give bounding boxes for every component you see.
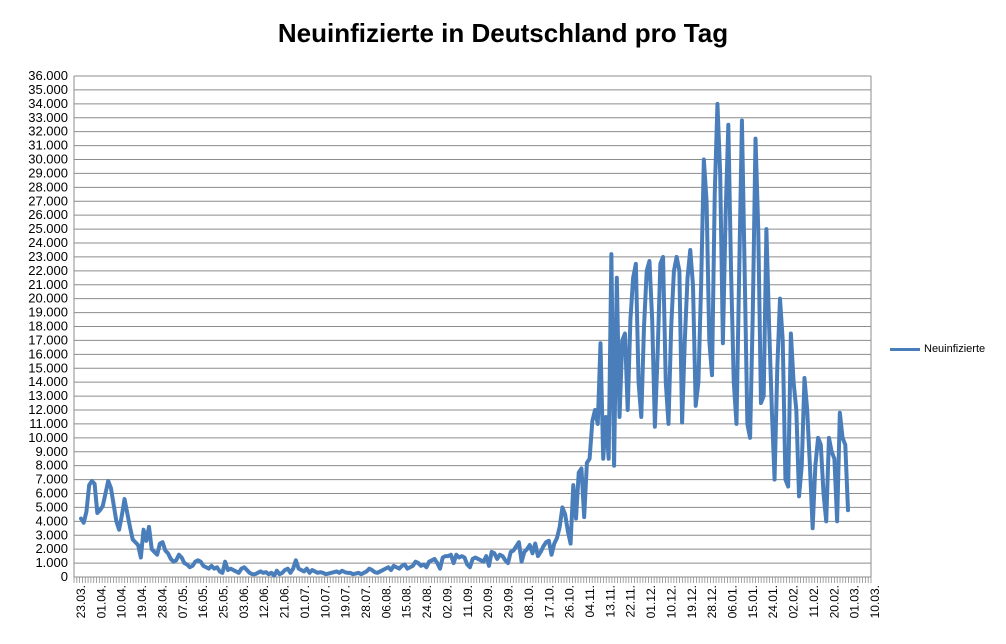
y-tick-label: 13.000 <box>28 388 68 403</box>
x-axis <box>73 577 872 583</box>
x-tick-label: 07.05. <box>176 585 190 618</box>
y-tick-label: 35.000 <box>28 82 68 97</box>
x-tick-label: 24.08. <box>420 585 434 618</box>
x-tick-label: 24.01. <box>766 585 780 618</box>
x-tick-label: 04.11. <box>583 585 597 617</box>
x-tick-label: 11.09. <box>461 585 475 617</box>
y-tick-label: 22.000 <box>28 263 68 278</box>
data-series <box>79 101 850 578</box>
x-tick-label: 21.06. <box>278 585 292 618</box>
x-tick-label: 29.09. <box>502 585 516 618</box>
y-tick-label: 6.000 <box>35 486 68 501</box>
x-tick-label: 16.05. <box>196 585 210 618</box>
x-tick-label: 03.06. <box>237 585 251 618</box>
y-tick-label: 4.000 <box>35 513 68 528</box>
x-tick-label: 28.12. <box>705 585 719 618</box>
x-tick-label: 06.08. <box>379 585 393 618</box>
x-tick-label: 19.12. <box>685 585 699 618</box>
x-tick-label: 10.03. <box>868 585 882 618</box>
y-tick-label: 11.000 <box>29 416 68 431</box>
y-tick-label: 28.000 <box>28 179 68 194</box>
x-tick-label: 02.02. <box>787 585 801 618</box>
y-tick-label: 33.000 <box>28 110 68 125</box>
x-tick-label: 26.10. <box>563 585 577 618</box>
y-tick-label: 10.000 <box>28 430 68 445</box>
x-tick-label: 01.04. <box>94 585 108 618</box>
y-tick-label: 3.000 <box>35 527 68 542</box>
x-tick-label: 08.10. <box>522 585 536 618</box>
y-tick-label: 34.000 <box>28 96 68 111</box>
y-tick-label: 15.000 <box>28 360 68 375</box>
y-tick-label: 32.000 <box>28 124 68 139</box>
y-tick-label: 36.000 <box>28 68 68 83</box>
y-tick-label: 17.000 <box>28 332 68 347</box>
y-tick-label: 14.000 <box>28 374 68 389</box>
x-tick-label: 15.01. <box>746 585 760 618</box>
y-tick-label: 12.000 <box>28 402 68 417</box>
y-tick-label: 30.000 <box>28 152 68 167</box>
x-axis-tick-labels: 23.03. 01.04. 10.04. 19.04. 28.04. 07.05. 16.0… <box>74 585 882 618</box>
x-tick-label: 13.11. <box>603 585 617 617</box>
x-tick-label: 22.11. <box>624 585 638 617</box>
y-tick-label: 0 <box>61 569 68 584</box>
legend: Neuinfizierte <box>890 343 985 355</box>
x-tick-label: 23.03. <box>74 585 88 618</box>
y-tick-label: 7.000 <box>35 472 68 487</box>
x-tick-label: 06.01. <box>725 585 739 618</box>
y-tick-label: 8.000 <box>35 458 68 473</box>
chart-title: Neuinfizierte in Deutschland pro Tag <box>277 18 729 48</box>
x-tick-label: 25.05. <box>217 585 231 618</box>
x-tick-label: 01.07. <box>298 585 312 618</box>
x-tick-label: 19.04. <box>135 585 149 618</box>
x-tick-label: 28.07. <box>359 585 373 618</box>
y-tick-label: 24.000 <box>28 235 68 250</box>
x-tick-label: 10.07. <box>318 585 332 618</box>
x-tick-label: 28.04. <box>155 585 169 618</box>
legend-swatch <box>890 347 920 351</box>
y-tick-label: 19.000 <box>28 305 68 320</box>
y-tick-label: 26.000 <box>28 207 68 222</box>
x-tick-label: 02.09. <box>440 585 454 618</box>
y-tick-label: 23.000 <box>28 249 68 264</box>
x-tick-label: 15.08. <box>400 585 414 618</box>
y-tick-label: 25.000 <box>28 221 68 236</box>
y-tick-label: 16.000 <box>28 346 68 361</box>
x-tick-label: 01.03. <box>848 585 862 618</box>
y-tick-label: 1.000 <box>35 555 68 570</box>
legend-label: Neuinfizierte <box>924 343 986 355</box>
series-line-neuinfizierte <box>79 101 850 578</box>
x-tick-label: 20.02. <box>827 585 841 618</box>
x-tick-label: 20.09. <box>481 585 495 618</box>
y-tick-label: 31.000 <box>28 138 68 153</box>
y-tick-label: 21.000 <box>28 277 68 292</box>
y-tick-label: 27.000 <box>28 193 68 208</box>
y-tick-label: 5.000 <box>35 499 68 514</box>
x-tick-label: 01.12. <box>644 585 658 618</box>
y-tick-label: 9.000 <box>35 444 68 459</box>
x-tick-label: 19.07. <box>339 585 353 618</box>
y-tick-label: 29.000 <box>28 165 68 180</box>
y-axis-tick-labels: 01.0002.0003.0004.0005.0006.0007.0008.00… <box>28 68 68 584</box>
y-tick-label: 2.000 <box>35 541 68 556</box>
x-tick-label: 10.04. <box>115 585 129 618</box>
x-tick-label: 10.12. <box>664 585 678 618</box>
x-tick-label: 17.10. <box>542 585 556 618</box>
x-tick-label: 11.02. <box>807 585 821 617</box>
y-tick-label: 18.000 <box>28 319 68 334</box>
x-tick-label: 12.06. <box>257 585 271 618</box>
y-tick-label: 20.000 <box>28 291 68 306</box>
